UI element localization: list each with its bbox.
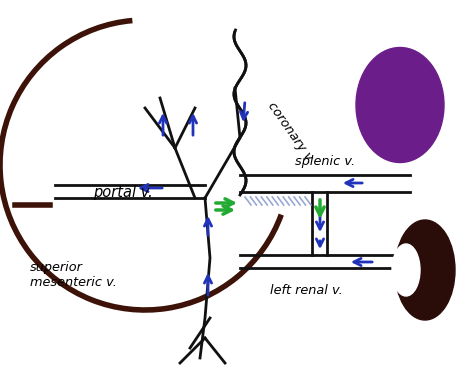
Text: splenic v.: splenic v. xyxy=(295,156,355,168)
Text: portal v.: portal v. xyxy=(93,185,153,200)
Text: coronary v.: coronary v. xyxy=(265,100,317,166)
Ellipse shape xyxy=(392,244,420,296)
Ellipse shape xyxy=(356,47,444,163)
Ellipse shape xyxy=(395,220,455,320)
Text: left renal v.: left renal v. xyxy=(270,283,343,297)
Text: superior
mesenteric v.: superior mesenteric v. xyxy=(30,261,117,289)
